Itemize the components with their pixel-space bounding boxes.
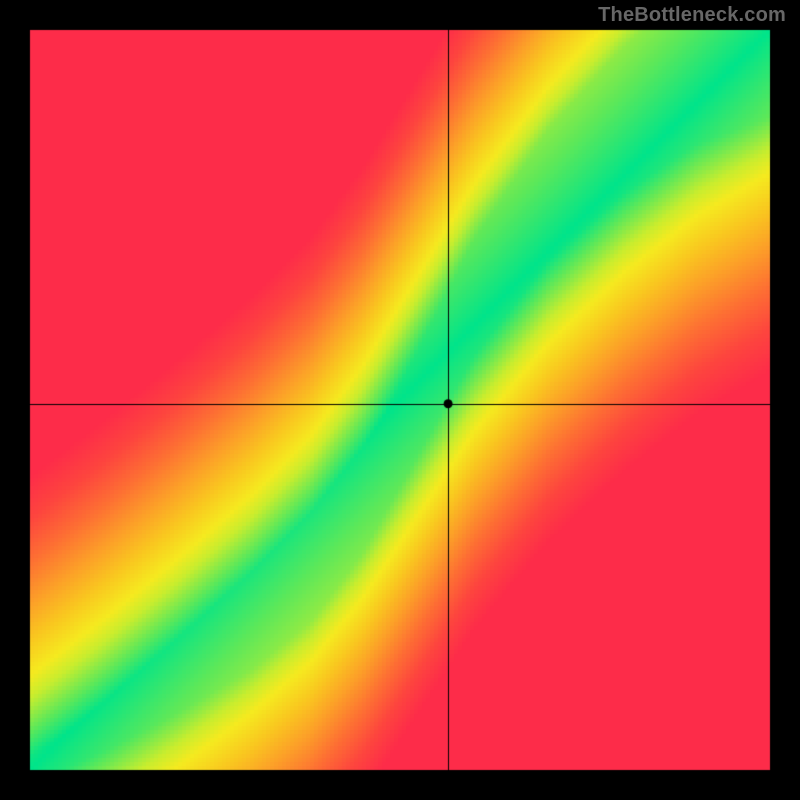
chart-container: TheBottleneck.com bbox=[0, 0, 800, 800]
heatmap-canvas bbox=[0, 0, 800, 800]
